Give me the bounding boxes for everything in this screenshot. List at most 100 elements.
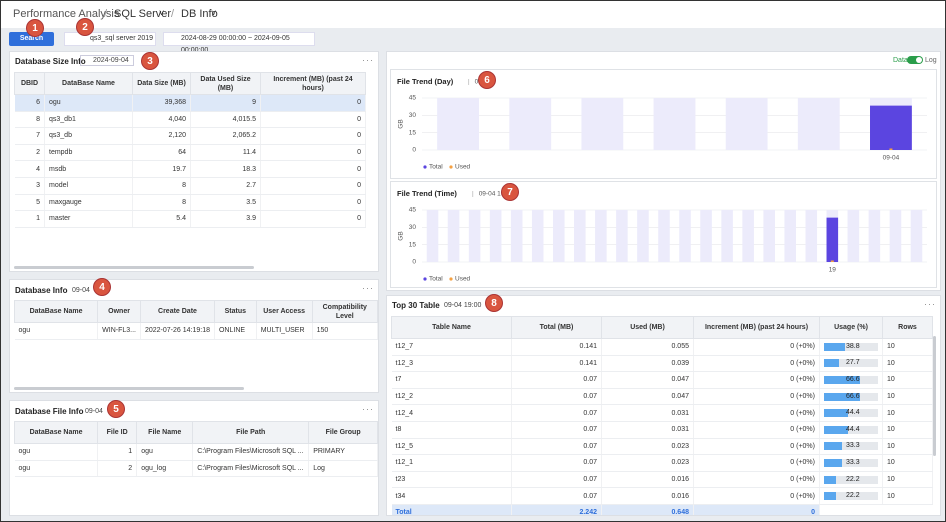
scrollbar[interactable] [933, 336, 936, 456]
server-select[interactable]: qs3_sql server 2019 [64, 32, 156, 46]
table-cell: 0.141 [511, 338, 602, 356]
column-header[interactable]: Table Name [391, 316, 512, 339]
table-row[interactable]: ogu WIN-FL3... 2022-07-26 14:19:18 ONLINE MU… [14, 322, 378, 340]
table-row[interactable]: t12_4 0.07 0.031 0 (+0%) 44.4 10 [391, 404, 933, 422]
table-cell: 0.07 [511, 487, 602, 505]
scrollbar[interactable] [14, 266, 254, 269]
total-cell: 0.648 [601, 504, 694, 515]
table-cell: ONLINE [214, 322, 257, 340]
usage-bar [824, 475, 836, 484]
table-row[interactable]: 8 qs3_db1 4,040 4,015.5 0 [14, 111, 376, 129]
column-header[interactable]: File Group [308, 421, 378, 444]
usage-cell: 22.2 [819, 471, 883, 489]
table-row[interactable]: t7 0.07 0.047 0 (+0%) 66.6 10 [391, 371, 933, 389]
column-header[interactable]: File Name [136, 421, 194, 444]
table-row[interactable]: t12_2 0.07 0.047 0 (+0%) 66.6 10 [391, 388, 933, 406]
table-cell: 0.023 [601, 438, 694, 456]
table-cell: 10 [882, 454, 933, 472]
more-menu[interactable]: ··· [362, 404, 374, 414]
column-header[interactable]: Data Used Size (MB) [190, 72, 261, 95]
column-header[interactable]: Create Date [139, 300, 215, 323]
table-cell: msdb [44, 160, 133, 178]
bar-total [870, 105, 912, 150]
column-header[interactable]: DBID [14, 72, 45, 95]
column-header[interactable]: DataBase Name [44, 72, 133, 95]
table-cell: 5.4 [132, 210, 191, 228]
db-size-panel: Database Size Info 2024-09-04 ··· DBID Da… [9, 51, 379, 272]
usage-value: 33.3 [846, 442, 860, 450]
usage-cell: 38.8 [819, 338, 883, 356]
table-row[interactable]: 7 qs3_db 2,120 2,065.2 0 [14, 127, 376, 145]
column-header[interactable]: Owner [97, 300, 141, 323]
table-row[interactable]: t12_5 0.07 0.023 0 (+0%) 33.3 10 [391, 438, 933, 456]
column-header[interactable]: File Path [192, 421, 310, 444]
table-cell: 0.031 [601, 404, 694, 422]
table-row[interactable]: t12_1 0.07 0.023 0 (+0%) 33.3 10 [391, 454, 933, 472]
more-menu[interactable]: ··· [924, 299, 936, 309]
table-row[interactable]: 4 msdb 19.7 18.3 0 [14, 160, 376, 178]
table-cell: t12_4 [391, 404, 512, 422]
table-row[interactable]: t23 0.07 0.016 0 (+0%) 22.2 10 [391, 471, 933, 489]
column-header[interactable]: Status [213, 300, 257, 323]
table-row[interactable]: 5 maxgauge 8 3.5 0 [14, 194, 376, 212]
more-menu[interactable]: ··· [362, 283, 374, 293]
column-background [616, 210, 628, 262]
header-row: DataBase Name File ID File Name File Path Fi… [13, 421, 378, 444]
table-cell: 0.141 [511, 355, 602, 373]
table-row[interactable]: t12_7 0.141 0.055 0 (+0%) 38.8 10 [391, 338, 933, 356]
column-header[interactable]: Data Size (MB) [132, 72, 191, 95]
table-cell: C:\Program Files\Microsoft SQL ... [192, 443, 310, 461]
y-tick-label: 45 [409, 95, 417, 102]
bar-used [889, 148, 893, 150]
search-button[interactable]: Search [9, 32, 54, 46]
toggle-label: Data [893, 57, 908, 64]
usage-cell: 66.6 [819, 371, 883, 389]
usage-bar [824, 492, 836, 501]
legend-label[interactable]: Used [455, 276, 471, 283]
more-menu[interactable]: ··· [362, 55, 374, 65]
table-row[interactable]: t12_3 0.141 0.039 0 (+0%) 27.7 10 [391, 355, 933, 373]
column-header[interactable]: Usage (%) [819, 316, 883, 339]
legend-label[interactable]: Used [455, 164, 471, 171]
column-header[interactable]: File ID [97, 421, 138, 444]
table-row[interactable]: ogu 2 ogu_log C:\Program Files\Microsoft SQ… [14, 460, 378, 478]
table-row[interactable]: 6 ogu 39,368 9 0 [14, 94, 376, 112]
dropdown-icon[interactable]: ˅ [159, 8, 165, 18]
column-header[interactable]: Total (MB) [511, 316, 602, 339]
column-background [489, 210, 502, 262]
y-tick-label: 0 [412, 259, 416, 266]
table-row[interactable]: t34 0.07 0.016 0 (+0%) 22.2 10 [391, 487, 933, 505]
column-header[interactable]: User Access [255, 300, 313, 323]
column-header[interactable]: DataBase Name [13, 421, 99, 444]
column-header[interactable]: Increment (MB) (past 24 hours) [693, 316, 820, 339]
breadcrumb-item[interactable]: DB Info [181, 8, 218, 20]
column-header[interactable]: DataBase Name [13, 300, 99, 323]
breadcrumb-item[interactable]: Performance Analysis [13, 8, 120, 20]
data-table: DataBase Name Owner Create Date Status User … [13, 300, 378, 340]
table-cell: 3.9 [190, 210, 261, 228]
table-row[interactable]: ogu 1 ogu C:\Program Files\Microsoft SQL ..… [14, 443, 378, 461]
dropdown-icon[interactable]: ˅ [211, 8, 217, 18]
table-cell: 0 [260, 144, 366, 162]
legend-label[interactable]: Total [429, 276, 443, 283]
scrollbar[interactable] [14, 387, 244, 390]
date-range[interactable]: 2024-08-29 00:00:00 ~ 2024-09-05 00:00:0… [163, 32, 315, 54]
legend-label[interactable]: Total [429, 164, 443, 171]
column-header[interactable]: Compatibility Level [311, 300, 378, 323]
table-cell: 0 (+0%) [693, 454, 820, 472]
table-row[interactable]: 3 model 8 2.7 0 [14, 177, 376, 195]
column-header[interactable]: Rows [882, 316, 933, 339]
toggle-switch[interactable] [907, 56, 923, 64]
table-row[interactable]: t8 0.07 0.031 0 (+0%) 44.4 10 [391, 421, 933, 439]
column-background [700, 210, 712, 262]
legend-swatch [449, 165, 453, 169]
breadcrumb-item[interactable]: SQL Server [114, 8, 172, 20]
table-row[interactable]: 1 master 5.4 3.9 0 [14, 210, 376, 228]
column-header[interactable]: Increment (MB) (past 24 hours) [260, 72, 366, 95]
column-header[interactable]: Used (MB) [601, 316, 694, 339]
y-tick-label: 30 [409, 224, 417, 231]
table-cell: 0.07 [511, 454, 602, 472]
date-picker[interactable]: 2024-09-04 [80, 55, 134, 66]
table-row[interactable]: 2 tempdb 64 11.4 0 [14, 144, 376, 162]
toggle-knob [916, 57, 922, 63]
